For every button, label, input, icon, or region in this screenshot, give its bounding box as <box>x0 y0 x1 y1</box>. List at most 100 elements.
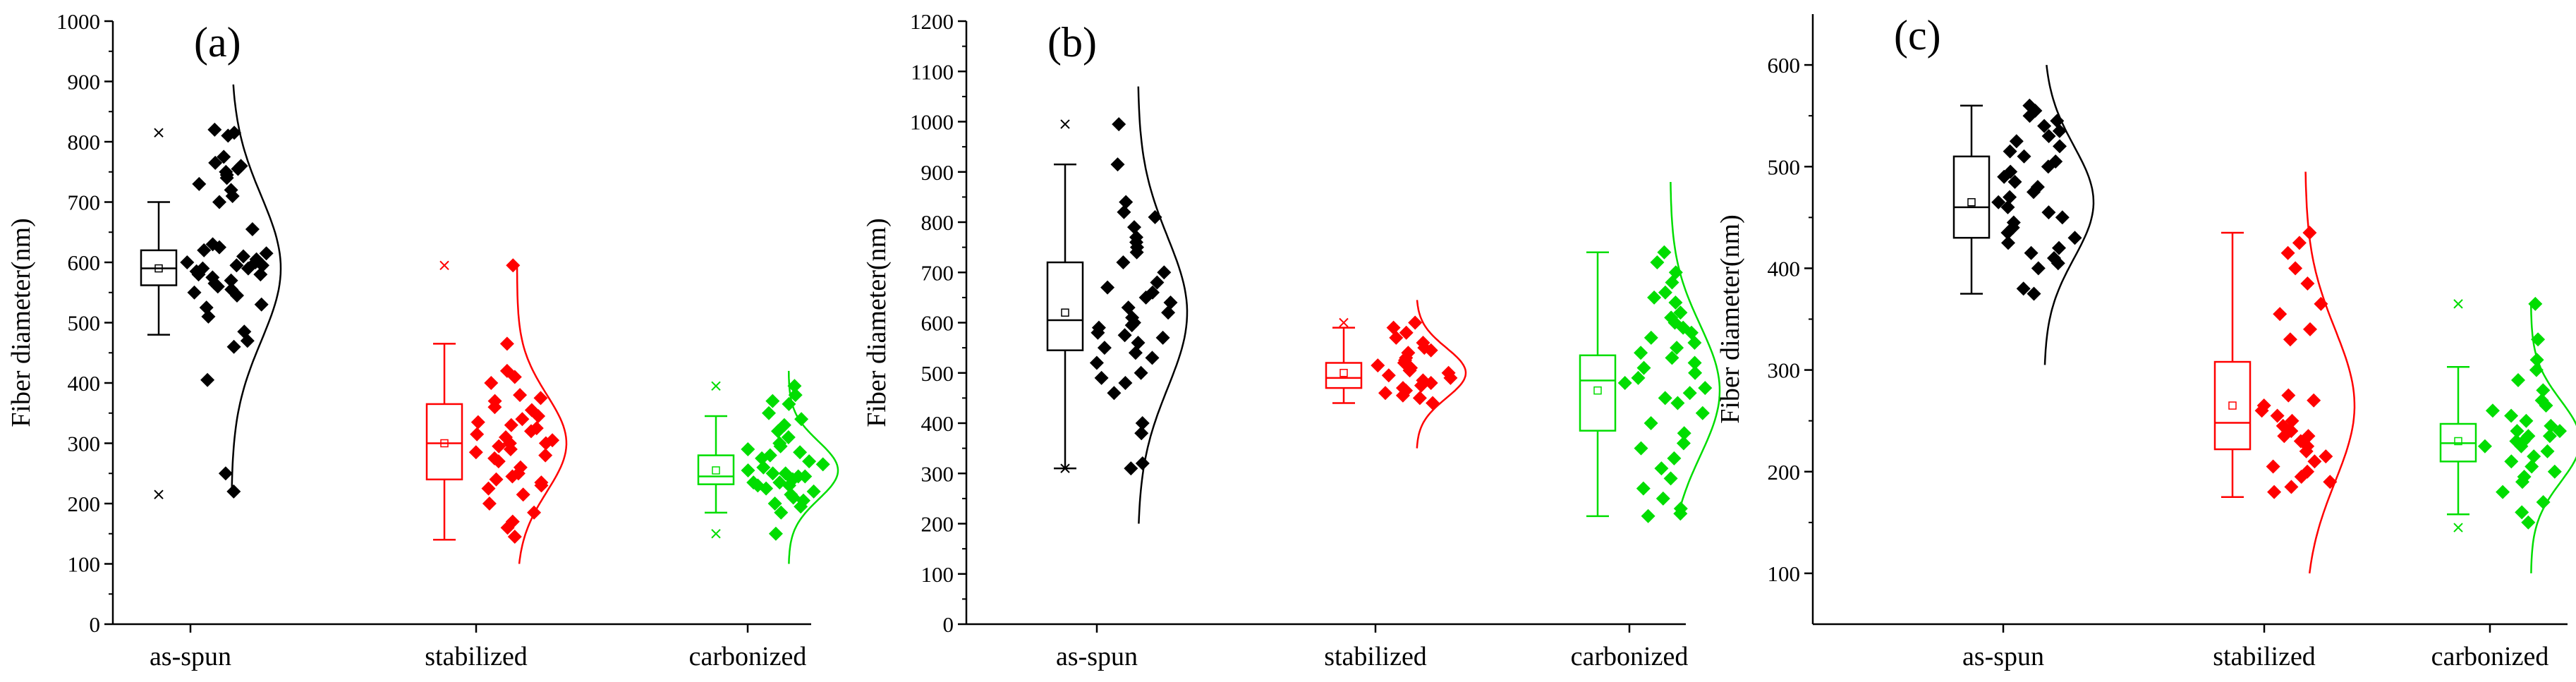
scatter-point <box>1148 209 1162 224</box>
scatter-point <box>513 388 528 403</box>
scatter-point <box>481 481 496 496</box>
scatter-point <box>2515 505 2529 520</box>
scatter-point <box>2288 261 2303 276</box>
scatter-point <box>1673 305 1688 320</box>
scatter-point <box>2514 439 2529 453</box>
y-tick-label: 1000 <box>910 110 954 135</box>
scatter-point <box>2277 429 2292 444</box>
scatter-point <box>253 267 268 282</box>
scatter-point <box>782 396 796 411</box>
x-tick-label: as-spun <box>1056 642 1138 671</box>
scatter-point <box>782 478 796 493</box>
scatter-point <box>219 171 234 185</box>
scatter-point <box>1150 275 1165 290</box>
y-tick-label: 100 <box>1768 561 1801 586</box>
y-tick-label: 200 <box>1768 460 1801 485</box>
scatter-point <box>1145 351 1160 365</box>
scatter-point <box>1654 461 1669 476</box>
panel-label: (c) <box>1894 12 1941 59</box>
scatter-point <box>1399 325 1414 340</box>
scatter-point <box>2001 236 2015 250</box>
scatter-point <box>2007 174 2022 189</box>
scatter-point <box>2017 149 2031 164</box>
scatter-point <box>1124 318 1139 333</box>
scatter-point <box>2000 226 2015 240</box>
scatter-point <box>208 155 223 170</box>
scatter-point <box>2027 286 2041 301</box>
box-iqr <box>425 403 463 481</box>
scatter-point <box>2527 449 2541 464</box>
distribution-curve <box>2043 64 2095 365</box>
chart-panel: 100 200 300 400 500 600 Fiber diameter(nm) (c) a… <box>1715 12 2576 671</box>
scatter-point <box>1636 481 1651 496</box>
scatter-point <box>794 412 809 427</box>
scatter-point <box>1634 441 1648 456</box>
scatter-point <box>199 300 214 315</box>
scatter-point <box>499 336 514 351</box>
scatter-point <box>2283 332 2297 347</box>
y-tick-label: 700 <box>68 190 101 215</box>
scatter-point <box>255 258 269 273</box>
scatter-point <box>2525 459 2539 474</box>
scatter-point <box>2300 276 2315 291</box>
box-mean <box>1339 369 1348 377</box>
scatter-point <box>2016 281 2031 296</box>
scatter-point <box>2540 444 2555 458</box>
scatter-point <box>1617 376 1632 390</box>
scatter-point <box>2485 403 2500 418</box>
y-tick-label: 1100 <box>911 59 954 84</box>
y-tick-label: 100 <box>921 562 954 587</box>
scatter-point <box>2536 495 2551 509</box>
scatter-point <box>1687 336 1702 350</box>
scatter-point <box>1117 328 1132 343</box>
scatter-point <box>1161 305 1176 320</box>
scatter-point <box>1687 355 1702 370</box>
scatter-point <box>212 195 226 209</box>
scatter-point <box>254 297 269 312</box>
box-outlier <box>711 381 721 391</box>
y-axis-label: Fiber diameter(nm) <box>6 218 36 427</box>
scatter-point <box>492 439 506 453</box>
scatter-point <box>2052 240 2066 255</box>
scatter-point <box>221 128 236 143</box>
box-outlier <box>1060 119 1070 129</box>
scatter-point <box>2529 353 2544 367</box>
scatter-point <box>1124 461 1138 476</box>
scatter-point <box>1682 386 1697 401</box>
scatter-point <box>527 505 542 520</box>
scatter-point <box>1107 386 1122 401</box>
scatter-point <box>1644 330 1658 345</box>
scatter-point <box>506 258 521 273</box>
scatter-point <box>1127 220 1141 235</box>
scatter-point <box>2292 236 2307 250</box>
scatter-point <box>1423 343 1438 358</box>
scatter-point <box>192 176 207 191</box>
scatter-point <box>538 448 553 463</box>
box-outlier <box>154 128 164 138</box>
x-tick-label: carbonized <box>2431 642 2549 671</box>
scatter-point <box>507 530 522 544</box>
distribution-curve <box>1416 300 1467 449</box>
scatter-point <box>225 189 240 203</box>
scatter-point <box>2307 393 2321 408</box>
y-tick-label: 400 <box>921 411 954 436</box>
scatter-point <box>229 258 244 273</box>
scatter-point <box>2319 449 2333 464</box>
box-outlier <box>2453 523 2463 532</box>
y-tick-label: 300 <box>68 432 101 456</box>
scatter-point <box>2528 296 2543 311</box>
scatter-point <box>2504 454 2519 469</box>
scatter-point <box>1116 255 1131 269</box>
scatter-point <box>781 430 796 444</box>
scatter-point <box>2067 231 2082 245</box>
y-tick-label: 500 <box>1768 154 1801 179</box>
y-tick-label: 900 <box>68 70 101 95</box>
scatter-point <box>1090 325 1105 340</box>
x-tick-label: as-spun <box>150 642 231 671</box>
scatter-point <box>1631 370 1646 385</box>
scatter-point <box>768 526 783 541</box>
scatter-point <box>1667 451 1682 465</box>
scatter-point <box>191 267 206 282</box>
scatter-point <box>1138 290 1153 305</box>
